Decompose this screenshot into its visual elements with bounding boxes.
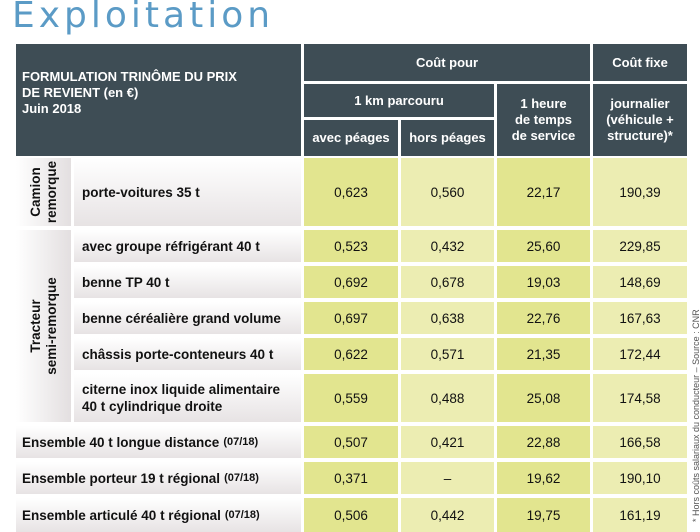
row-label: avec groupe réfrigérant 40 t — [74, 230, 301, 262]
hors-peages-header: hors péages — [401, 120, 494, 156]
value-fixe: 190,10 — [593, 462, 687, 494]
row-date-tag: (07/18) — [224, 471, 259, 484]
value-avec-peages: 0,622 — [304, 338, 398, 370]
row-label: benne TP 40 t — [74, 266, 301, 298]
value-avec-peages: 0,559 — [304, 374, 398, 422]
row-label: citerne inox liquide alimentaire 40 t cyl… — [74, 374, 301, 422]
row-label-text: Ensemble 40 t longue distance — [22, 434, 220, 450]
value-hors-peages: – — [401, 462, 494, 494]
journalier-header: journalier (véhicule + structure)* — [593, 84, 687, 156]
category-camion-remorque: Camion remorque — [16, 158, 71, 226]
cout-pour-header: Coût pour — [304, 44, 590, 81]
row-label: porte-voitures 35 t — [74, 158, 301, 226]
value-avec-peages: 0,507 — [304, 426, 398, 458]
page-title: Exploitation — [12, 0, 275, 36]
value-avec-peages: 0,371 — [304, 462, 398, 494]
value-heure: 21,35 — [497, 338, 590, 370]
journalier-line-2: (véhicule + — [606, 112, 674, 127]
row-date-tag: (07/18) — [223, 435, 259, 448]
value-heure: 19,75 — [497, 498, 590, 532]
category-tracteur-line-1: Tracteur — [27, 299, 43, 353]
row-date-tag: (07/18) — [224, 508, 260, 521]
value-heure: 22,76 — [497, 302, 590, 334]
value-fixe: 190,39 — [593, 158, 687, 226]
category-camion-line-1: Camion — [27, 167, 43, 217]
journalier-line-3: structure)* — [607, 128, 673, 143]
category-tracteur-semi-remorque: Tracteur semi-remorque — [16, 230, 71, 422]
value-avec-peages: 0,623 — [304, 158, 398, 226]
journalier-line-1: journalier — [610, 96, 670, 111]
value-fixe: 148,69 — [593, 266, 687, 298]
value-avec-peages: 0,697 — [304, 302, 398, 334]
value-avec-peages: 0,523 — [304, 230, 398, 262]
value-hors-peages: 0,488 — [401, 374, 494, 422]
value-heure: 22,88 — [497, 426, 590, 458]
value-heure: 25,08 — [497, 374, 590, 422]
category-camion-line-2: remorque — [43, 160, 59, 224]
value-fixe: 174,58 — [593, 374, 687, 422]
formula-line-3: Juin 2018 — [22, 101, 82, 116]
row-label-text: Ensemble porteur 19 t régional — [22, 470, 221, 486]
value-hors-peages: 0,638 — [401, 302, 494, 334]
value-heure: 22,17 — [497, 158, 590, 226]
value-fixe: 229,85 — [593, 230, 687, 262]
row-label: benne céréalière grand volume — [74, 302, 301, 334]
value-hors-peages: 0,560 — [401, 158, 494, 226]
value-hors-peages: 0,678 — [401, 266, 494, 298]
value-hors-peages: 0,432 — [401, 230, 494, 262]
value-hors-peages: 0,442 — [401, 498, 494, 532]
row-label-text: Ensemble articulé 40 t régional — [22, 507, 221, 523]
heure-header: 1 heure de temps de service — [497, 84, 590, 156]
value-fixe: 166,58 — [593, 426, 687, 458]
value-fixe: 167,63 — [593, 302, 687, 334]
category-tracteur-line-2: semi-remorque — [43, 277, 59, 375]
value-avec-peages: 0,506 — [304, 498, 398, 532]
row-label-line-1: citerne inox liquide alimentaire — [82, 382, 281, 397]
formula-line-1: FORMULATION TRINÔME DU PRIX — [22, 69, 237, 84]
formula-line-2: DE REVIENT (en €) — [22, 85, 139, 100]
row-label-line-2: 40 t cylindrique droite — [82, 399, 223, 414]
avec-peages-header: avec péages — [304, 120, 398, 156]
value-avec-peages: 0,692 — [304, 266, 398, 298]
value-fixe: 172,44 — [593, 338, 687, 370]
row-label: châssis porte-conteneurs 40 t — [74, 338, 301, 370]
heure-line-2: de temps — [514, 112, 573, 127]
row-label: Ensemble 40 t longue distance (07/18) — [16, 426, 301, 458]
heure-line-1: 1 heure — [520, 96, 567, 111]
value-hors-peages: 0,571 — [401, 338, 494, 370]
km-header: 1 km parcouru — [304, 84, 494, 117]
row-label: Ensemble articulé 40 t régional (07/18) — [16, 498, 301, 532]
formula-header: FORMULATION TRINÔME DU PRIX DE REVIENT (e… — [16, 44, 301, 156]
row-label: Ensemble porteur 19 t régional (07/18) — [16, 462, 301, 494]
heure-line-3: de service — [511, 128, 576, 143]
value-heure: 25,60 — [497, 230, 590, 262]
value-heure: 19,62 — [497, 462, 590, 494]
value-heure: 19,03 — [497, 266, 590, 298]
value-hors-peages: 0,421 — [401, 426, 494, 458]
cout-fixe-header: Coût fixe — [593, 44, 687, 81]
value-fixe: 161,19 — [593, 498, 687, 532]
source-note: * Hors coûts salariaux du conducteur – S… — [691, 309, 700, 522]
